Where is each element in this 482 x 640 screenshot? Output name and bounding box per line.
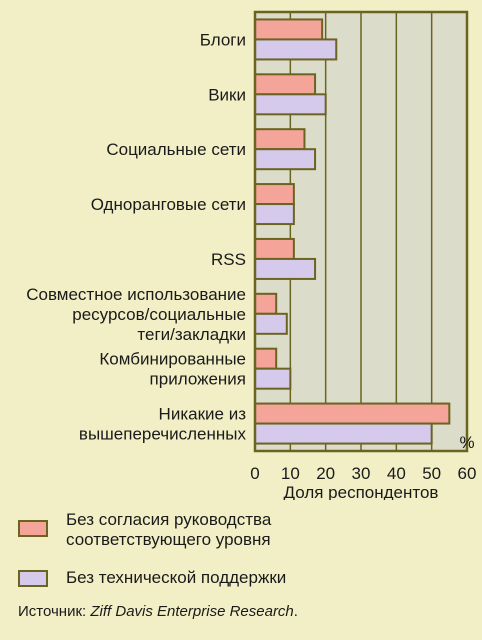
bar-series2-cat8 xyxy=(254,422,433,445)
bar-series1-cat4 xyxy=(254,183,295,206)
bar-series1-cat8 xyxy=(254,402,451,425)
category-label-6-line2: ресурсов/социальные xyxy=(72,305,246,324)
category-label-6-line1: Совместное использование xyxy=(26,285,246,304)
x-tick-label-0: 0 xyxy=(250,464,259,483)
legend-swatch-1 xyxy=(18,520,48,537)
x-tick-label-20: 20 xyxy=(316,464,335,483)
legend-item-1: Без согласия руководства соответствующег… xyxy=(18,510,271,550)
x-tick-label-10: 10 xyxy=(281,464,300,483)
bar-series2-cat4 xyxy=(254,203,295,226)
legend-swatch-2 xyxy=(18,570,48,587)
bar-series2-cat6 xyxy=(254,312,288,335)
bar-series1-cat5 xyxy=(254,237,295,260)
bar-series1-cat3 xyxy=(254,128,306,151)
bar-series2-cat5 xyxy=(254,257,317,280)
x-tick-label-50: 50 xyxy=(422,464,441,483)
source-note: Источник: Ziff Davis Enterprise Research… xyxy=(18,603,298,620)
category-label-6-line3: теги/закладки xyxy=(137,325,246,344)
bar-series1-cat7 xyxy=(254,347,278,370)
category-label-3-line1: Социальные сети xyxy=(106,140,246,159)
bar-chart: Блоги Вики Социальные сети Одноранговые сет… xyxy=(26,10,477,500)
x-axis-title: Доля респондентов xyxy=(284,483,439,500)
bar-series2-cat7 xyxy=(254,367,292,390)
category-label-7-line2: приложения xyxy=(150,370,246,389)
bar-series2-cat3 xyxy=(254,148,317,171)
bar-series1-cat6 xyxy=(254,292,278,315)
bar-series1-cat2 xyxy=(254,73,317,96)
plot-frame xyxy=(253,10,469,453)
legend-item-2: Без технической поддержки xyxy=(18,568,286,588)
category-label-4-line1: Одноранговые сети xyxy=(91,195,246,214)
bar-series2-cat1 xyxy=(254,38,338,61)
category-label-2-line1: Вики xyxy=(208,85,246,104)
category-label-1-line1: Блоги xyxy=(200,30,246,49)
category-label-8-line2: вышеперечисленных xyxy=(79,425,247,444)
bar-series1-cat1 xyxy=(254,18,324,41)
category-label-5-line1: RSS xyxy=(211,250,246,269)
x-tick-label-60: 60 xyxy=(458,464,477,483)
category-label-8-line1: Никакие из xyxy=(159,405,247,424)
x-tick-label-40: 40 xyxy=(387,464,406,483)
bar-series2-cat2 xyxy=(254,93,327,116)
category-label-7-line1: Комбинированные xyxy=(99,350,246,369)
legend-label-1: Без согласия руководства соответствующег… xyxy=(66,510,272,549)
legend-label-2: Без технической поддержки xyxy=(66,568,287,587)
x-tick-label-30: 30 xyxy=(352,464,371,483)
x-unit-label: % xyxy=(459,433,474,452)
